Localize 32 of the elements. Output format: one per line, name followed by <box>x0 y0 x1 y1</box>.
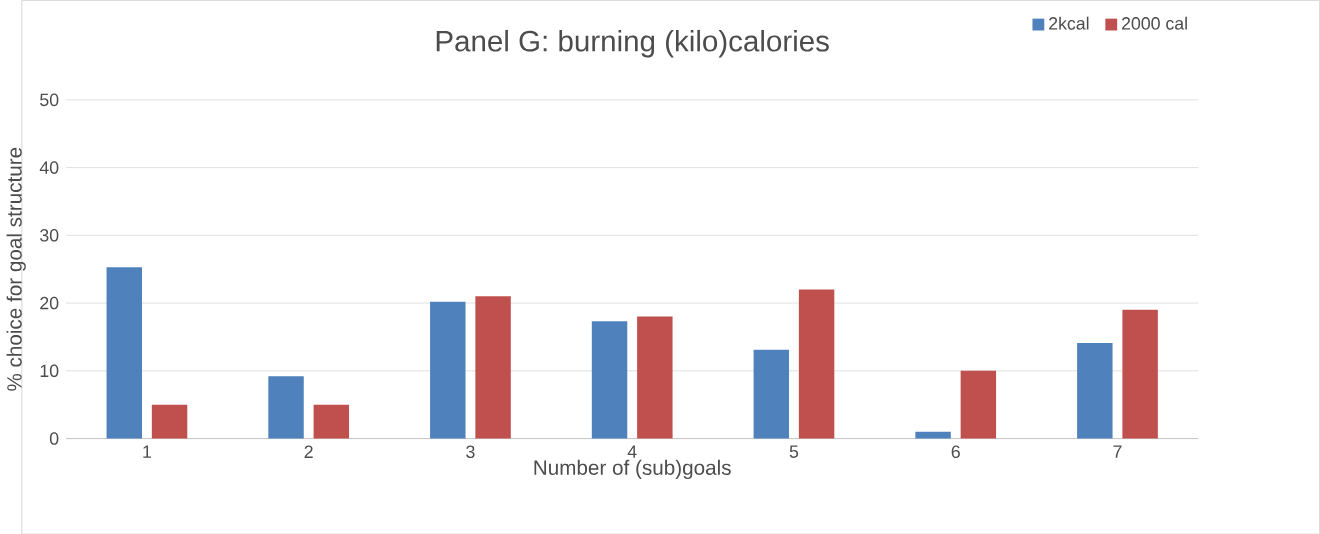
bar <box>430 301 466 439</box>
y-tick-label: 20 <box>40 296 59 310</box>
bar <box>475 296 511 439</box>
y-tick-label: 50 <box>40 93 59 106</box>
legend-label: 2kcal <box>1049 16 1089 30</box>
x-tick-label: 6 <box>951 445 960 458</box>
bar <box>960 370 997 439</box>
y-tick-label: 10 <box>40 364 59 377</box>
x-tick-label: 7 <box>1113 445 1122 458</box>
x-tick-label: 1 <box>143 445 151 458</box>
legend-label: 2000 cal <box>1122 16 1187 30</box>
x-tick-label: 3 <box>466 445 475 458</box>
x-axis-title: Number of (sub)goals <box>534 459 731 479</box>
bar <box>106 266 142 439</box>
x-tick-label: 5 <box>789 445 799 458</box>
bar <box>591 321 628 439</box>
bar <box>1077 342 1113 439</box>
bar <box>151 404 188 439</box>
y-axis-title: % choice for goal structure <box>6 147 26 391</box>
bar <box>915 431 951 439</box>
y-tick-label: 30 <box>40 228 59 242</box>
bar <box>313 404 350 439</box>
bar <box>637 316 673 439</box>
y-tick-label: 40 <box>39 161 59 174</box>
bar <box>753 349 790 439</box>
chart-title: Panel G: burning (kilo)calories <box>436 29 829 58</box>
x-tick-label: 4 <box>627 445 637 458</box>
y-tick-label: 0 <box>49 432 59 445</box>
x-tick-label: 2 <box>304 445 313 458</box>
bar <box>1122 309 1158 439</box>
bar <box>798 289 835 439</box>
bar <box>268 376 304 439</box>
